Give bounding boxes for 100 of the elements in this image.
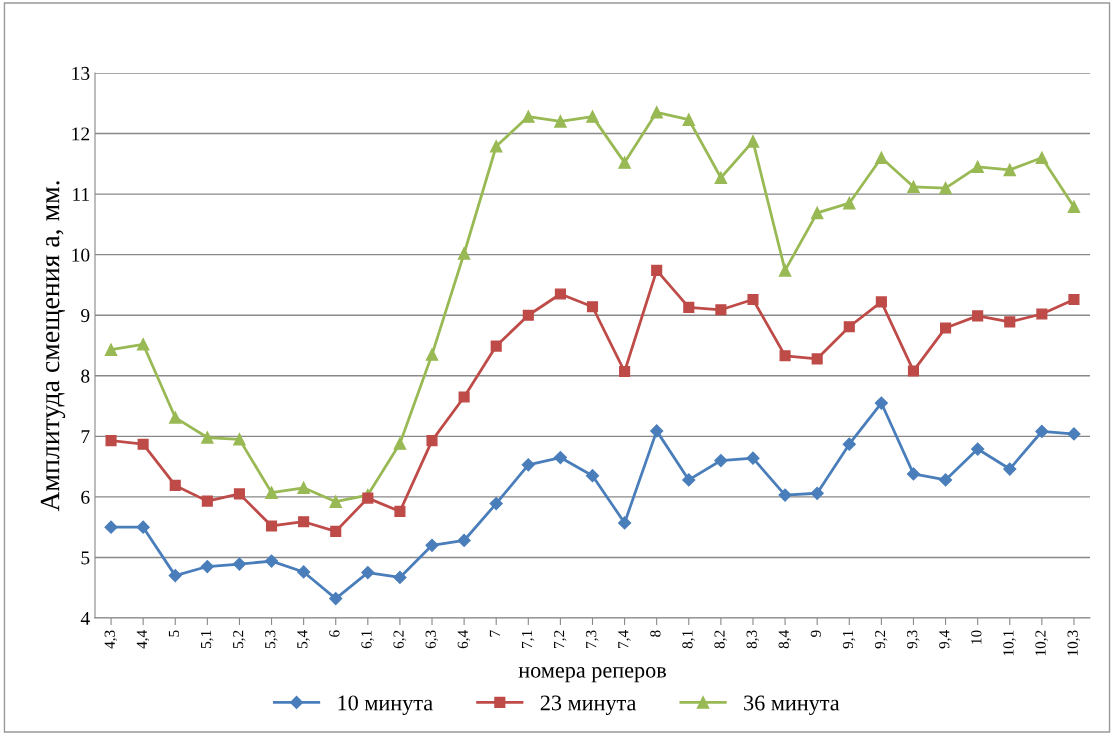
point bbox=[938, 473, 953, 487]
point bbox=[393, 570, 407, 585]
point bbox=[298, 516, 310, 528]
point bbox=[715, 304, 727, 316]
point bbox=[1067, 427, 1081, 441]
point bbox=[907, 365, 920, 377]
point bbox=[746, 451, 760, 465]
point bbox=[651, 264, 663, 276]
point bbox=[650, 106, 663, 119]
point bbox=[394, 505, 406, 517]
x-tick-label: 7 bbox=[489, 630, 500, 637]
point bbox=[458, 391, 470, 403]
x-tick-label: 7,2 bbox=[553, 630, 567, 648]
point bbox=[585, 469, 600, 483]
x-tick-label: 6 bbox=[329, 630, 340, 637]
x-tick-label: 6,1 bbox=[361, 630, 374, 649]
point bbox=[297, 565, 311, 579]
point bbox=[233, 488, 245, 500]
x-tick-label: 8,1 bbox=[682, 630, 695, 649]
point bbox=[618, 156, 631, 169]
point bbox=[1003, 462, 1017, 476]
point bbox=[907, 180, 920, 194]
point bbox=[330, 525, 342, 537]
x-tick-label: 8 bbox=[650, 630, 661, 637]
point bbox=[168, 411, 182, 424]
point bbox=[683, 301, 695, 313]
x-tick-label: 10,3 bbox=[1067, 630, 1080, 656]
point bbox=[971, 160, 984, 174]
x-tick-label: 5 bbox=[168, 630, 180, 637]
point bbox=[1004, 316, 1016, 328]
x-tick-label: 5,1 bbox=[200, 630, 214, 649]
point bbox=[747, 293, 759, 306]
y-tick-label: 10 bbox=[72, 248, 90, 262]
x-tick-label: 9 bbox=[810, 630, 821, 637]
point bbox=[746, 135, 760, 148]
point bbox=[522, 309, 534, 321]
point bbox=[779, 350, 791, 362]
point bbox=[521, 458, 535, 472]
point bbox=[104, 520, 118, 534]
point bbox=[425, 538, 439, 552]
point bbox=[136, 520, 150, 534]
y-axis-title: Амплитуда смещения а, мм. bbox=[40, 181, 66, 512]
x-tick-label: 5,4 bbox=[297, 630, 310, 649]
point bbox=[522, 110, 535, 123]
point bbox=[457, 247, 471, 260]
point bbox=[168, 569, 182, 583]
point bbox=[810, 486, 824, 500]
x-tick-label: 6,2 bbox=[393, 630, 406, 649]
point bbox=[489, 496, 503, 511]
point bbox=[554, 115, 567, 128]
point bbox=[875, 151, 888, 165]
point bbox=[843, 321, 855, 333]
point bbox=[104, 343, 118, 356]
x-tick-label: 9,3 bbox=[907, 630, 920, 649]
point bbox=[971, 442, 985, 456]
x-tick-label: 7,1 bbox=[521, 630, 535, 648]
point bbox=[137, 438, 149, 450]
point bbox=[778, 488, 792, 502]
point bbox=[682, 473, 696, 487]
point bbox=[105, 435, 117, 447]
point bbox=[1035, 151, 1049, 165]
point bbox=[1068, 293, 1080, 306]
point bbox=[874, 396, 888, 410]
x-tick-label: 8,3 bbox=[746, 630, 760, 649]
y-tick-label: 12 bbox=[72, 127, 90, 141]
y-tick-label: 5 bbox=[81, 551, 90, 565]
point bbox=[618, 516, 632, 530]
point bbox=[201, 495, 213, 507]
point bbox=[329, 495, 342, 508]
point bbox=[906, 467, 921, 481]
y-tick-label: 11 bbox=[73, 188, 89, 201]
point bbox=[393, 437, 407, 450]
point bbox=[457, 533, 471, 548]
point bbox=[265, 486, 278, 499]
point bbox=[972, 310, 984, 322]
point bbox=[136, 338, 150, 351]
point bbox=[265, 520, 278, 532]
point bbox=[1067, 200, 1081, 214]
x-tick-label: 5,3 bbox=[265, 630, 278, 649]
legend-label: 10 минута bbox=[338, 695, 433, 715]
point bbox=[939, 181, 952, 195]
point bbox=[233, 433, 246, 446]
point bbox=[169, 479, 181, 491]
x-tick-label: 9,2 bbox=[874, 630, 888, 649]
point bbox=[553, 450, 567, 465]
point bbox=[940, 322, 952, 334]
x-tick-label: 8,4 bbox=[778, 630, 792, 649]
x-tick-label: 4,4 bbox=[136, 630, 150, 649]
point bbox=[200, 559, 214, 574]
y-tick-label: 8 bbox=[81, 369, 90, 383]
point bbox=[586, 110, 599, 123]
x-tick-label: 7,4 bbox=[618, 630, 631, 648]
point bbox=[329, 592, 343, 606]
y-tick-label: 7 bbox=[81, 430, 90, 444]
point bbox=[650, 424, 664, 438]
legend-label: 36 минута bbox=[744, 695, 840, 715]
y-tick-label: 13 bbox=[72, 66, 90, 80]
point bbox=[586, 301, 599, 313]
point bbox=[1003, 163, 1017, 177]
x-tick-label: 8,2 bbox=[714, 630, 727, 649]
